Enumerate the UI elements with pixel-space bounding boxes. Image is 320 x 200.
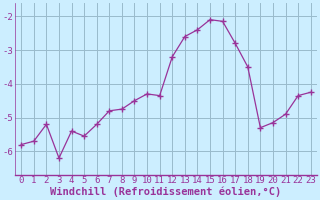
X-axis label: Windchill (Refroidissement éolien,°C): Windchill (Refroidissement éolien,°C) bbox=[50, 187, 282, 197]
